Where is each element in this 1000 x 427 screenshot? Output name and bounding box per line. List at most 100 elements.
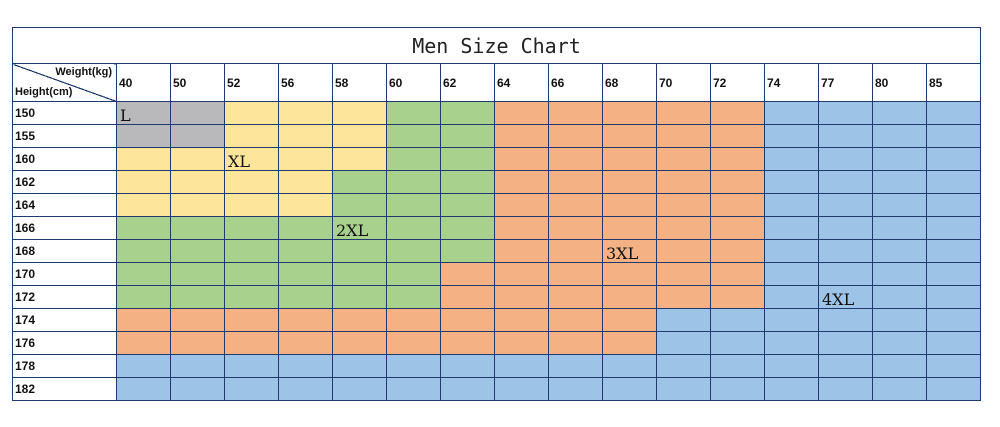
- size-cell: [386, 193, 441, 217]
- size-cell: [440, 170, 495, 194]
- size-cell: [386, 124, 441, 148]
- size-cell: [764, 193, 819, 217]
- size-cell: [278, 308, 333, 332]
- size-cell: [224, 239, 279, 263]
- size-cell: [332, 262, 387, 286]
- size-cell: [818, 101, 873, 125]
- size-cell: [764, 308, 819, 332]
- table-row: 150 L: [12, 101, 981, 125]
- weight-header-cell: 64: [494, 63, 549, 102]
- size-cell: [440, 101, 495, 125]
- size-cell: [926, 285, 981, 309]
- size-cell: [332, 101, 387, 125]
- size-cell: [278, 354, 333, 378]
- size-cell: [764, 331, 819, 355]
- size-cell: [818, 193, 873, 217]
- size-cell: [278, 170, 333, 194]
- size-cell: [602, 101, 657, 125]
- size-cell: [764, 377, 819, 401]
- size-cell: [602, 193, 657, 217]
- size-cell: [440, 308, 495, 332]
- size-cell: [818, 216, 873, 240]
- size-cell: [224, 285, 279, 309]
- size-cell: [602, 147, 657, 171]
- size-cell: [710, 147, 765, 171]
- size-cell: [440, 377, 495, 401]
- size-cell: [602, 262, 657, 286]
- size-cell: [656, 239, 711, 263]
- size-cell: [332, 331, 387, 355]
- size-cell: [278, 331, 333, 355]
- size-cell: [440, 354, 495, 378]
- size-cell: [440, 331, 495, 355]
- size-cell: [602, 377, 657, 401]
- height-header-cell: 178: [12, 354, 117, 378]
- size-cell: [764, 354, 819, 378]
- size-cell: [170, 262, 225, 286]
- size-cell: [548, 285, 603, 309]
- size-zone-label: L: [120, 106, 131, 125]
- size-cell: [224, 216, 279, 240]
- size-cell: [116, 262, 171, 286]
- size-cell: L: [116, 101, 171, 125]
- size-cell: [818, 308, 873, 332]
- size-cell: [656, 354, 711, 378]
- size-cell: [872, 354, 927, 378]
- size-cell: [818, 124, 873, 148]
- size-cell: [224, 124, 279, 148]
- size-cell: [386, 147, 441, 171]
- size-cell: [116, 308, 171, 332]
- size-cell: [710, 308, 765, 332]
- size-cell: [602, 124, 657, 148]
- size-cell: [494, 124, 549, 148]
- size-cell: [602, 308, 657, 332]
- size-cell: [440, 239, 495, 263]
- size-cell: [710, 216, 765, 240]
- axis-corner-cell: Weight(kg) Height(cm): [12, 63, 117, 102]
- size-cell: [926, 147, 981, 171]
- size-cell: [386, 331, 441, 355]
- size-cell: [170, 354, 225, 378]
- size-cell: [440, 216, 495, 240]
- size-cell: [332, 285, 387, 309]
- size-cell: [656, 193, 711, 217]
- size-cell: [494, 377, 549, 401]
- size-cell: [656, 147, 711, 171]
- size-cell: [278, 147, 333, 171]
- size-cell: [386, 377, 441, 401]
- size-cell: [656, 170, 711, 194]
- size-cell: [170, 193, 225, 217]
- size-cell: [224, 377, 279, 401]
- size-zone-label: 4XL: [822, 290, 855, 309]
- size-cell: [710, 285, 765, 309]
- size-cell: [656, 124, 711, 148]
- size-cell: [602, 354, 657, 378]
- size-cell: [656, 308, 711, 332]
- weight-header-cell: 77: [818, 63, 873, 102]
- size-cell: [170, 170, 225, 194]
- size-cell: [278, 285, 333, 309]
- size-cell: [116, 331, 171, 355]
- size-cell: XL: [224, 147, 279, 171]
- size-cell: [872, 147, 927, 171]
- size-cell: [548, 193, 603, 217]
- size-cell: [602, 285, 657, 309]
- size-cell: [602, 331, 657, 355]
- size-cell: [548, 262, 603, 286]
- size-cell: [926, 170, 981, 194]
- weight-axis-label: Weight(kg): [55, 66, 112, 78]
- size-zone-label: 2XL: [336, 221, 369, 240]
- size-cell: [494, 101, 549, 125]
- table-row: 176: [12, 331, 981, 355]
- title-row: Men Size Chart: [12, 27, 981, 64]
- size-cell: [332, 354, 387, 378]
- size-cell: [656, 262, 711, 286]
- table-row: 170: [12, 262, 981, 286]
- height-header-cell: 150: [12, 101, 117, 125]
- size-cell: [440, 124, 495, 148]
- size-cell: [656, 331, 711, 355]
- size-cell: 3XL: [602, 239, 657, 263]
- size-cell: [494, 354, 549, 378]
- size-cell: [710, 193, 765, 217]
- size-cell: [764, 101, 819, 125]
